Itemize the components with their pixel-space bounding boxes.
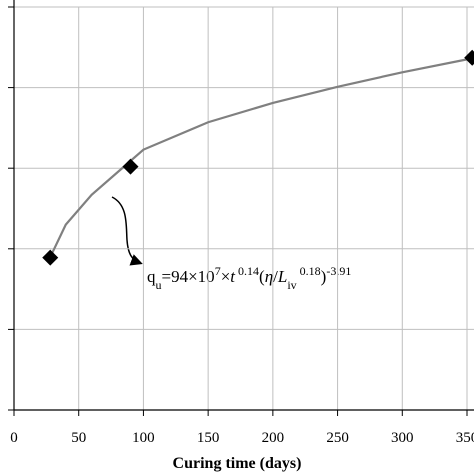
x-tick-label: 350 xyxy=(456,430,474,446)
x-tick-label: 50 xyxy=(71,430,86,446)
annotation-part: q xyxy=(147,267,156,286)
annotation-part: u xyxy=(156,278,162,292)
x-tick-label: 300 xyxy=(391,430,414,446)
data-point xyxy=(464,49,474,66)
annotation-part: ) xyxy=(321,267,327,286)
x-tick-label: 250 xyxy=(326,430,349,446)
x-tick-label: 100 xyxy=(132,430,155,446)
annotation-part: η xyxy=(265,267,273,286)
annotation-part: -3.91 xyxy=(326,264,351,278)
annotation-part: / xyxy=(273,267,278,286)
annotation-part: =94×10 xyxy=(162,267,215,286)
arrow xyxy=(111,196,143,266)
annotation-part: ( xyxy=(259,267,265,286)
x-axis-label: Curing time (days) xyxy=(173,455,302,472)
annotation: qu=94×107×t 0.14(η/Liv 0.18)-3.91 xyxy=(147,264,351,292)
data-point xyxy=(122,158,139,175)
x-tick-label: 150 xyxy=(197,430,220,446)
annotation-part: iv xyxy=(287,278,296,292)
annotation-part: × xyxy=(221,267,231,286)
annotation-part: L xyxy=(277,267,287,286)
x-tick-label: 0 xyxy=(10,430,18,446)
data-point xyxy=(42,249,59,266)
annotation-part: 0.14 xyxy=(235,264,259,278)
fit-curve xyxy=(50,58,468,255)
annotation-part: t xyxy=(230,267,236,286)
annotation-part: 0.18 xyxy=(297,264,321,278)
x-tick-label: 200 xyxy=(262,430,285,446)
annotation-part: 7 xyxy=(215,264,221,278)
